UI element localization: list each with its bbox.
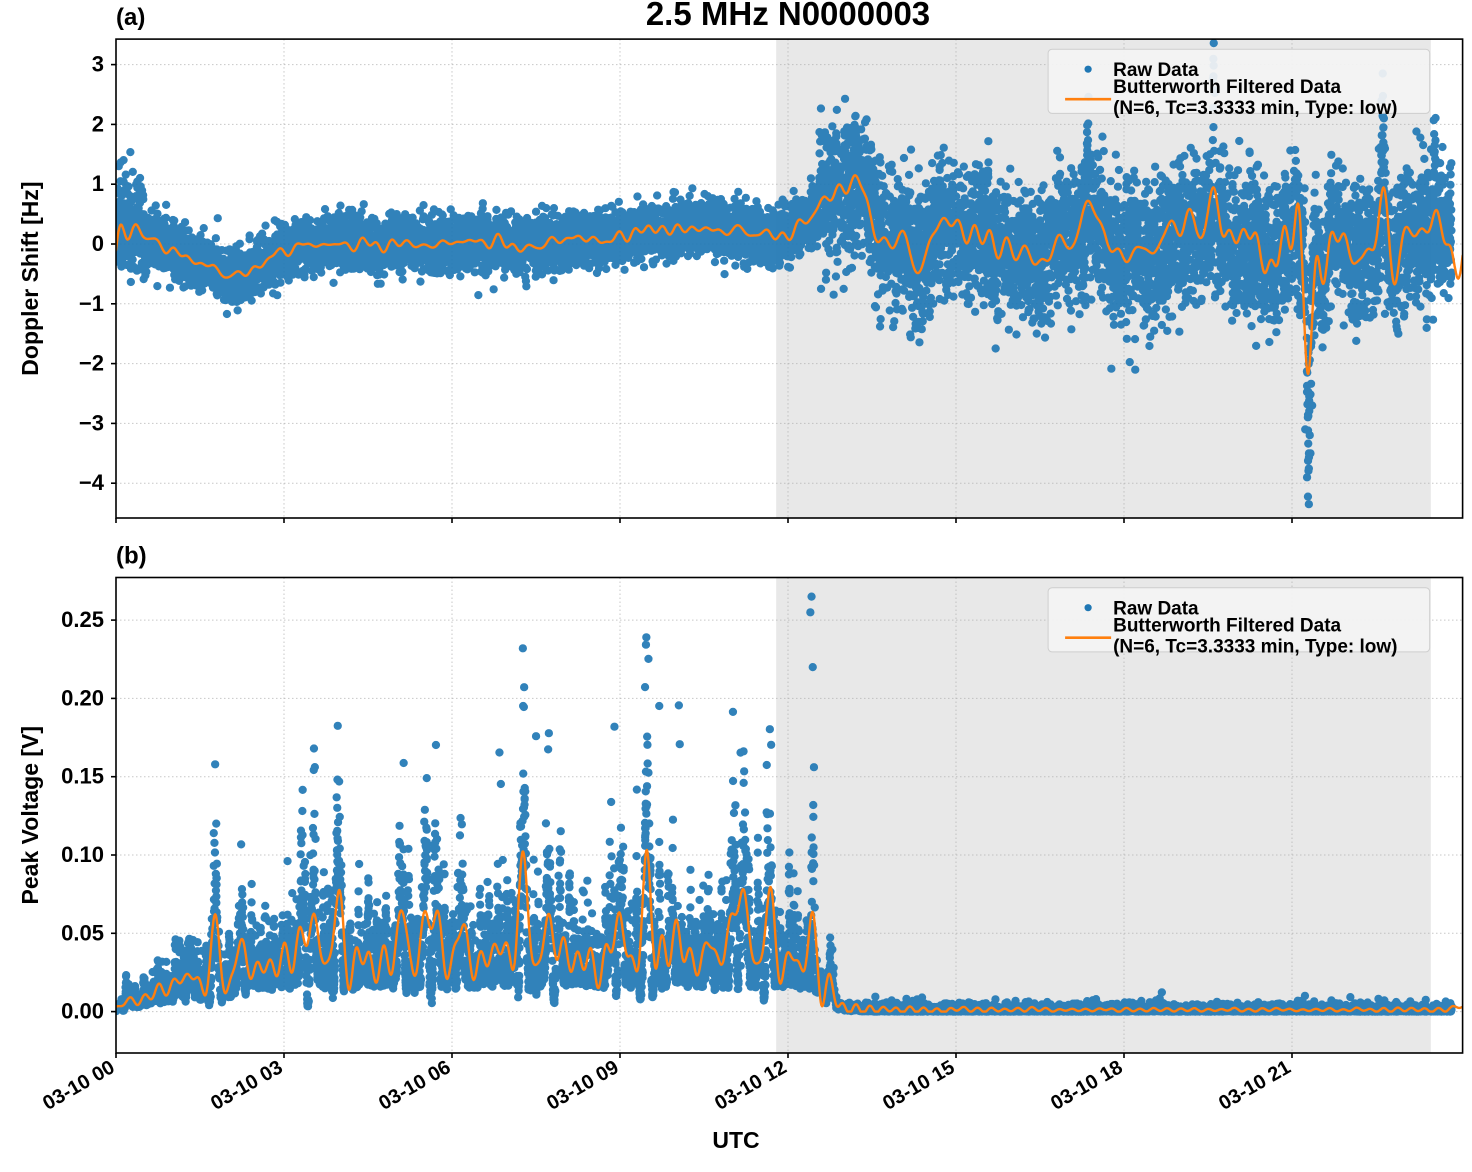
svg-text:2.5 MHz N0000003: 2.5 MHz N0000003 — [646, 0, 930, 32]
svg-text:−1: −1 — [79, 291, 104, 316]
svg-text:UTC: UTC — [712, 1127, 759, 1153]
svg-text:(b): (b) — [116, 543, 147, 570]
svg-text:(N=6, Tc=3.3333 min, Type: low: (N=6, Tc=3.3333 min, Type: low) — [1113, 98, 1397, 119]
svg-text:1: 1 — [92, 171, 104, 196]
svg-text:0.25: 0.25 — [61, 607, 104, 632]
svg-text:0.05: 0.05 — [61, 920, 104, 945]
svg-text:2: 2 — [92, 111, 104, 136]
svg-text:Butterworth Filtered Data: Butterworth Filtered Data — [1113, 77, 1341, 98]
svg-text:(a): (a) — [116, 4, 145, 31]
svg-text:0.15: 0.15 — [61, 764, 104, 789]
svg-text:0.10: 0.10 — [61, 842, 104, 867]
svg-text:Peak Voltage [V]: Peak Voltage [V] — [17, 726, 43, 905]
svg-text:−2: −2 — [79, 351, 104, 376]
svg-text:0.00: 0.00 — [61, 999, 104, 1024]
svg-text:−3: −3 — [79, 410, 104, 435]
svg-text:3: 3 — [92, 52, 104, 77]
svg-text:(N=6, Tc=3.3333 min, Type: low: (N=6, Tc=3.3333 min, Type: low) — [1113, 637, 1397, 658]
svg-text:0: 0 — [92, 231, 104, 256]
svg-text:Butterworth Filtered Data: Butterworth Filtered Data — [1113, 616, 1341, 637]
svg-text:−4: −4 — [79, 470, 105, 495]
svg-text:0.20: 0.20 — [61, 685, 104, 710]
svg-text:Doppler Shift [Hz]: Doppler Shift [Hz] — [17, 181, 43, 375]
